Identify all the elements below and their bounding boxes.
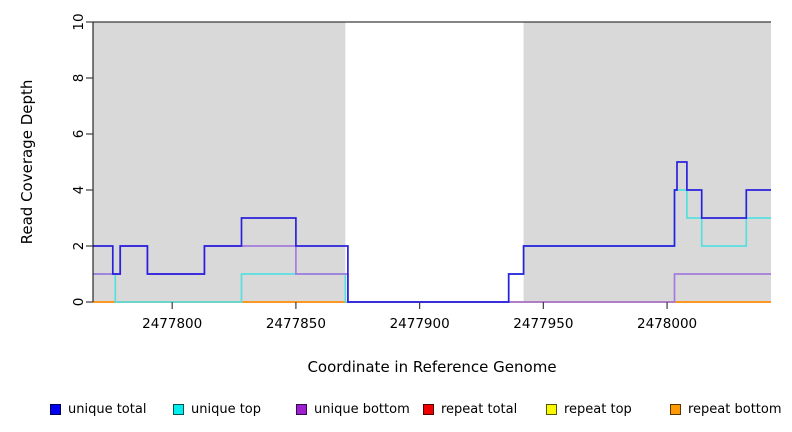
x-axis-title: Coordinate in Reference Genome: [307, 358, 556, 376]
legend-label: repeat top: [564, 401, 632, 417]
legend-item-unique-top: unique top: [173, 400, 261, 418]
legend-item-repeat-top: repeat top: [546, 400, 632, 418]
x-tick-label: 2477900: [390, 316, 450, 332]
y-tick-label: 10: [71, 13, 87, 30]
legend-label: unique total: [68, 401, 147, 417]
y-tick-label: 4: [71, 186, 87, 195]
legend-item-repeat-total: repeat total: [423, 400, 517, 418]
legend-label: unique top: [191, 401, 262, 417]
chart-legend: unique total unique top unique bottom re…: [0, 400, 792, 420]
x-tick-label: 2477850: [266, 316, 326, 332]
right-gray-region: [523, 22, 771, 302]
x-tick-label: 2478000: [637, 316, 697, 332]
y-axis-title: Read Coverage Depth: [18, 80, 36, 245]
unique-total-swatch-icon: [50, 403, 61, 415]
y-tick-label: 0: [71, 298, 87, 307]
repeat-total-swatch-icon: [423, 403, 434, 415]
x-tick-label: 2477800: [142, 316, 202, 332]
legend-label: repeat total: [441, 401, 518, 417]
repeat-bottom-swatch-icon: [670, 403, 681, 415]
series-line-unique-total: [93, 161, 771, 303]
x-tick-label: 2477950: [513, 316, 573, 332]
y-tick-label: 2: [71, 242, 87, 251]
unique-bottom-swatch-icon: [296, 403, 307, 415]
repeat-top-swatch-icon: [546, 403, 557, 415]
legend-item-unique-total: unique total: [50, 400, 146, 418]
legend-item-repeat-bottom: repeat bottom: [670, 400, 782, 418]
left-gray-region: [93, 22, 346, 302]
legend-item-unique-bottom: unique bottom: [296, 400, 410, 418]
y-tick-label: 8: [71, 74, 87, 83]
legend-label: repeat bottom: [688, 401, 782, 417]
legend-label: unique bottom: [314, 401, 410, 417]
y-tick-label: 6: [71, 130, 87, 139]
unique-top-swatch-icon: [173, 403, 184, 415]
